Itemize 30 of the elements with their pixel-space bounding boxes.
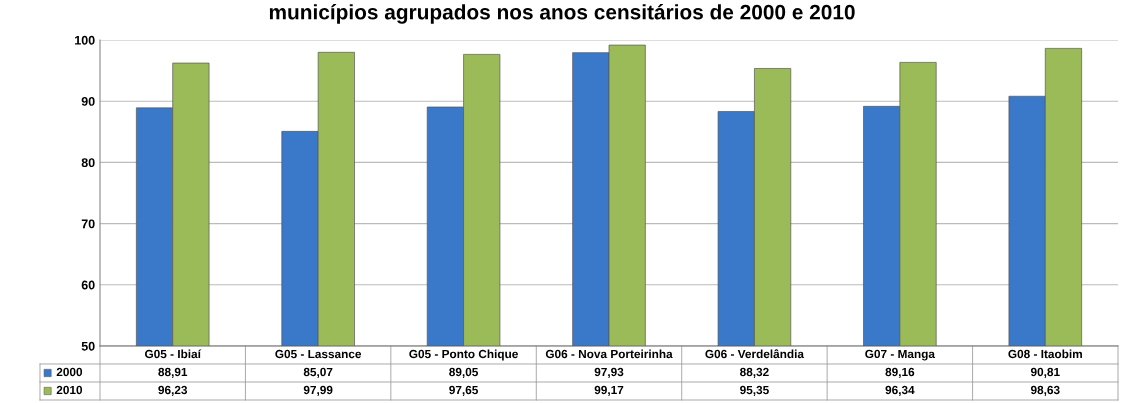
x-tick-label: G06 - Nova Porteirinha	[545, 349, 673, 359]
y-tick-label: 70	[81, 219, 95, 229]
data-label: 96,34	[885, 385, 915, 396]
data-label: 88,32	[740, 367, 769, 378]
data-label: 96,23	[158, 385, 188, 396]
legend-label: 2000	[56, 367, 83, 377]
legend-label: 2010	[56, 385, 83, 395]
data-label: 98,63	[1030, 385, 1060, 396]
y-tick-label: 50	[81, 341, 95, 351]
data-label: 89,05	[449, 367, 479, 378]
data-label: 97,99	[303, 385, 333, 396]
data-label: 89,16	[885, 367, 915, 378]
data-label: 95,35	[740, 385, 769, 396]
x-tick-label: G05 - Ponto Chique	[409, 349, 518, 361]
x-tick-label: G08 - Itaobim	[1008, 349, 1082, 359]
data-label: 97,65	[449, 385, 479, 396]
y-tick-label: 90	[81, 97, 95, 106]
data-label: 99,17	[594, 385, 624, 396]
x-tick-label: G06 - Verdelândia	[705, 349, 805, 359]
data-label: 85,07	[303, 367, 333, 378]
data-label: 90,81	[1030, 367, 1060, 378]
y-tick-label: 100	[75, 35, 95, 45]
data-label: 88,91	[158, 367, 188, 378]
data-label: 97,93	[594, 367, 624, 378]
chart-title: municípios agrupados nos anos censitários de 2000 e 2010	[269, 4, 855, 24]
x-tick-label: G07 - Manga	[865, 349, 936, 361]
y-tick-label: 80	[81, 158, 95, 168]
x-tick-label: G05 - Lassance	[275, 349, 362, 359]
y-tick-label: 60	[81, 280, 95, 290]
x-tick-label: G05 - Ibiaí	[144, 349, 202, 359]
